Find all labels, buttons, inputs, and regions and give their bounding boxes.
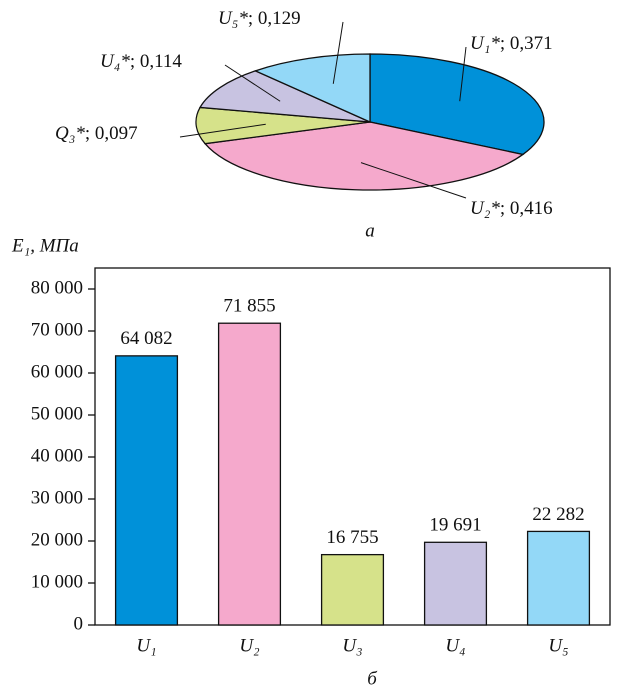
pie-label-name: Q₃* [55, 123, 85, 144]
y-tick-label: 40 000 [31, 445, 83, 466]
pie-label: U₅*; 0,129 [218, 8, 301, 29]
pie-label-value: 0,129 [258, 8, 301, 29]
y-tick-label: 20 000 [31, 529, 83, 550]
x-tick-label: U₅ [548, 635, 568, 656]
x-tick-label: U₁ [136, 635, 156, 656]
pie-slice [198, 70, 371, 123]
leader-line [224, 64, 281, 102]
pie-label-value: 0,416 [510, 198, 553, 219]
y-tick-label: 50 000 [31, 403, 83, 424]
pie-caption: а [365, 220, 375, 241]
x-tick-label: U₂ [239, 635, 260, 656]
y-axis-label: E₁, МПа [11, 235, 79, 256]
pie-label: Q₃*; 0,097 [55, 123, 138, 144]
bar [320, 553, 385, 626]
bar [217, 322, 282, 626]
y-tick-label: 70 000 [31, 319, 83, 340]
y-tick-label: 10 000 [31, 571, 83, 592]
pie-slice [195, 106, 371, 145]
pie-label-name: U₄* [100, 51, 130, 72]
pie-label-name: U₅* [218, 8, 248, 29]
y-tick-label: 30 000 [31, 487, 83, 508]
pie-label-name: U₂* [470, 198, 500, 219]
pie-slice [253, 53, 371, 124]
pie-label: U₄*; 0,114 [100, 51, 182, 72]
x-tick-label: U₃ [342, 635, 362, 656]
bar-caption: б [367, 668, 378, 689]
leader-line [360, 162, 467, 199]
leader-line [332, 21, 344, 84]
bar [526, 530, 591, 626]
x-tick-label: U₄ [445, 635, 465, 656]
pie-label-value: 0,114 [140, 51, 183, 72]
bar-value-label: 19 691 [429, 515, 481, 536]
bar [114, 355, 179, 626]
y-tick-label: 0 [74, 613, 84, 634]
bar-value-label: 71 855 [223, 296, 275, 317]
pie-label: U₁*; 0,371 [470, 33, 553, 54]
leader-line [459, 46, 467, 102]
pie-label-sep: ; [500, 198, 510, 219]
bar-value-label: 16 755 [326, 527, 378, 548]
pie-label-sep: ; [130, 51, 140, 72]
pie-slice [203, 121, 525, 191]
pie-label-sep: ; [248, 8, 258, 29]
leader-line [179, 123, 266, 138]
pie-slice [369, 53, 545, 156]
bar-value-label: 64 082 [120, 328, 172, 349]
pie-label: U₂*; 0,416 [470, 198, 553, 219]
pie-label-sep: ; [85, 123, 95, 144]
pie-label-name: U₁* [470, 33, 500, 54]
pie-label-value: 0,371 [510, 33, 553, 54]
y-tick-label: 60 000 [31, 361, 83, 382]
bar [423, 541, 488, 626]
bar-value-label: 22 282 [532, 504, 584, 525]
y-tick-label: 80 000 [31, 277, 83, 298]
pie-label-value: 0,097 [95, 123, 138, 144]
pie-label-sep: ; [500, 33, 510, 54]
